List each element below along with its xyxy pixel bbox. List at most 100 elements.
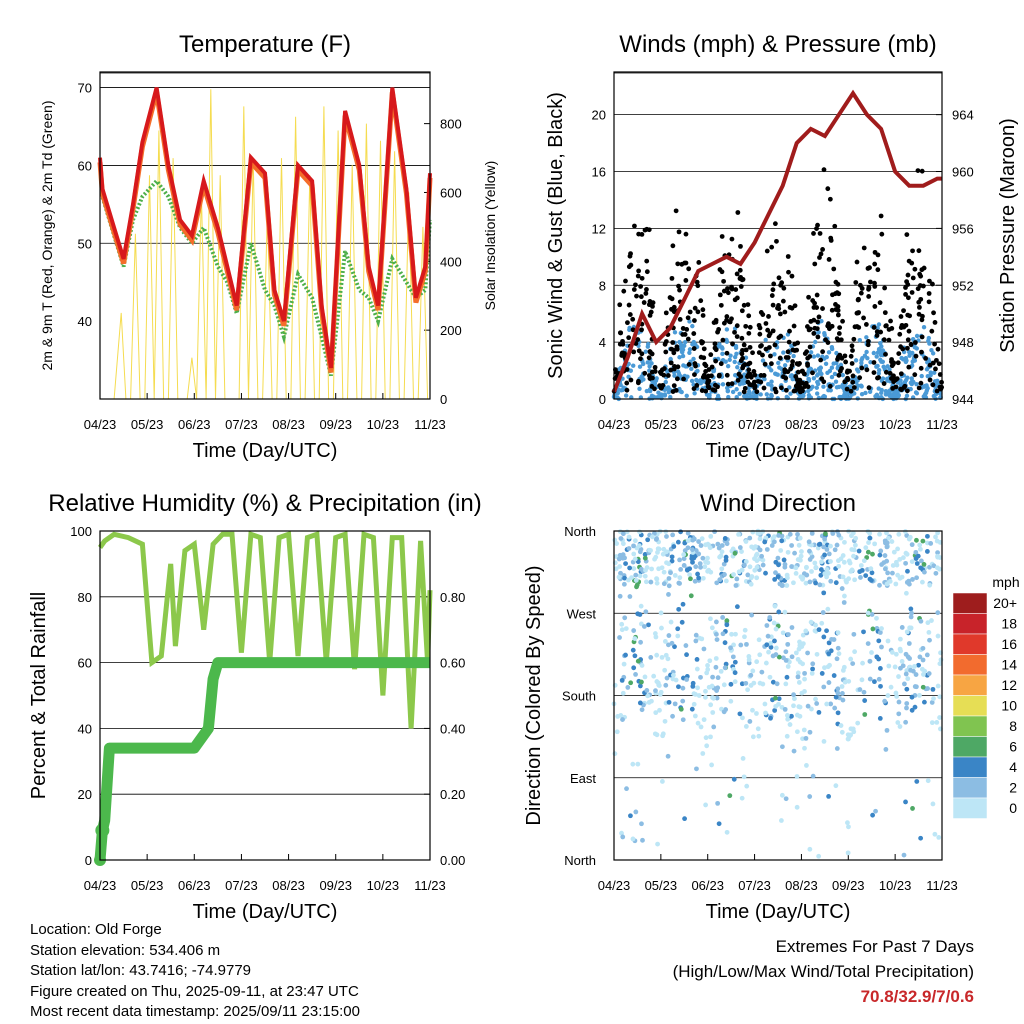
gust-point <box>631 349 637 355</box>
gust-point <box>815 319 821 325</box>
direction-point <box>906 641 912 646</box>
gust-point <box>815 222 820 228</box>
gust-point <box>926 299 932 305</box>
direction-point <box>896 674 901 679</box>
direction-point <box>779 583 785 589</box>
direction-xtick-label: 04/23 <box>598 878 631 893</box>
wind-point <box>726 394 731 400</box>
wind-point <box>676 371 682 376</box>
direction-point <box>775 555 781 561</box>
direction-point <box>762 539 768 545</box>
direction-point <box>895 546 901 552</box>
direction-point <box>617 564 623 569</box>
direction-point <box>832 547 838 553</box>
direction-point <box>904 551 910 557</box>
direction-point <box>873 808 878 814</box>
direction-point <box>670 713 675 719</box>
direction-point <box>742 627 748 633</box>
direction-point <box>903 590 909 596</box>
gust-point <box>709 364 715 370</box>
gust-point <box>849 343 855 349</box>
temperature-ytick-label: 60 <box>78 158 92 173</box>
direction-point <box>914 779 920 784</box>
direction-point <box>833 580 839 586</box>
gust-point <box>833 302 838 307</box>
gust-point <box>618 330 624 336</box>
direction-point <box>776 533 782 538</box>
direction-point <box>693 638 699 644</box>
direction-point <box>870 626 876 632</box>
gust-point <box>793 374 799 379</box>
direction-point <box>692 713 698 719</box>
direction-point <box>645 537 651 543</box>
direction-point <box>810 666 815 672</box>
direction-point <box>814 651 820 657</box>
gust-point <box>790 359 795 364</box>
wind-point <box>932 379 938 384</box>
gust-point <box>734 323 740 329</box>
direction-point <box>637 529 642 535</box>
direction-point <box>733 631 738 637</box>
gust-point <box>729 284 734 290</box>
gust-point <box>623 278 628 284</box>
direction-point <box>638 603 644 609</box>
gust-point <box>699 339 704 344</box>
gust-point <box>905 312 911 318</box>
direction-point <box>678 529 684 535</box>
direction-point <box>703 694 708 700</box>
winds-ytick-right-label: 960 <box>952 165 974 180</box>
gust-point <box>644 269 650 275</box>
legend-label: 4 <box>1009 759 1017 775</box>
direction-point <box>916 662 921 668</box>
gust-point <box>644 287 649 292</box>
direction-point <box>653 537 659 542</box>
direction-point <box>695 571 700 577</box>
gust-point <box>818 357 824 363</box>
direction-point <box>789 654 795 660</box>
gust-point <box>875 267 881 273</box>
direction-point <box>668 570 673 576</box>
direction-point <box>701 646 707 652</box>
gust-point <box>811 331 817 336</box>
direction-point <box>642 551 648 557</box>
direction-point <box>741 562 747 568</box>
direction-point <box>806 539 812 545</box>
wind-point <box>791 353 796 359</box>
direction-point <box>633 672 638 677</box>
direction-point <box>934 720 940 725</box>
direction-point <box>627 594 633 599</box>
humidity-ytick-label: 80 <box>78 590 92 605</box>
winds-xtick-label: 08/23 <box>785 417 818 432</box>
direction-point <box>879 626 884 631</box>
direction-point <box>680 601 686 607</box>
gust-point <box>691 386 697 392</box>
direction-point <box>721 561 727 567</box>
direction-point <box>863 573 869 579</box>
gust-point <box>685 336 691 342</box>
direction-point <box>794 729 800 735</box>
wind-point <box>690 323 695 329</box>
gust-point <box>780 374 786 380</box>
gust-point <box>667 295 673 300</box>
wind-point <box>821 384 826 389</box>
direction-xtick-label: 09/23 <box>832 878 865 893</box>
direction-point <box>800 641 806 647</box>
direction-point <box>862 698 868 703</box>
direction-point <box>900 663 906 669</box>
gust-point <box>817 231 823 236</box>
direction-point <box>821 544 826 550</box>
gust-point <box>779 385 784 391</box>
direction-point <box>719 543 725 548</box>
direction-point <box>633 572 639 578</box>
gust-point <box>814 292 820 298</box>
direction-point <box>882 698 888 704</box>
direction-point <box>709 762 715 768</box>
direction-point <box>835 645 841 651</box>
winds-ytick-right-label: 964 <box>952 108 974 123</box>
direction-scatter <box>611 528 944 859</box>
gust-point <box>820 349 826 355</box>
direction-point <box>685 545 691 551</box>
wind-point <box>924 383 929 388</box>
gust-point <box>816 314 822 320</box>
direction-point <box>892 664 898 670</box>
